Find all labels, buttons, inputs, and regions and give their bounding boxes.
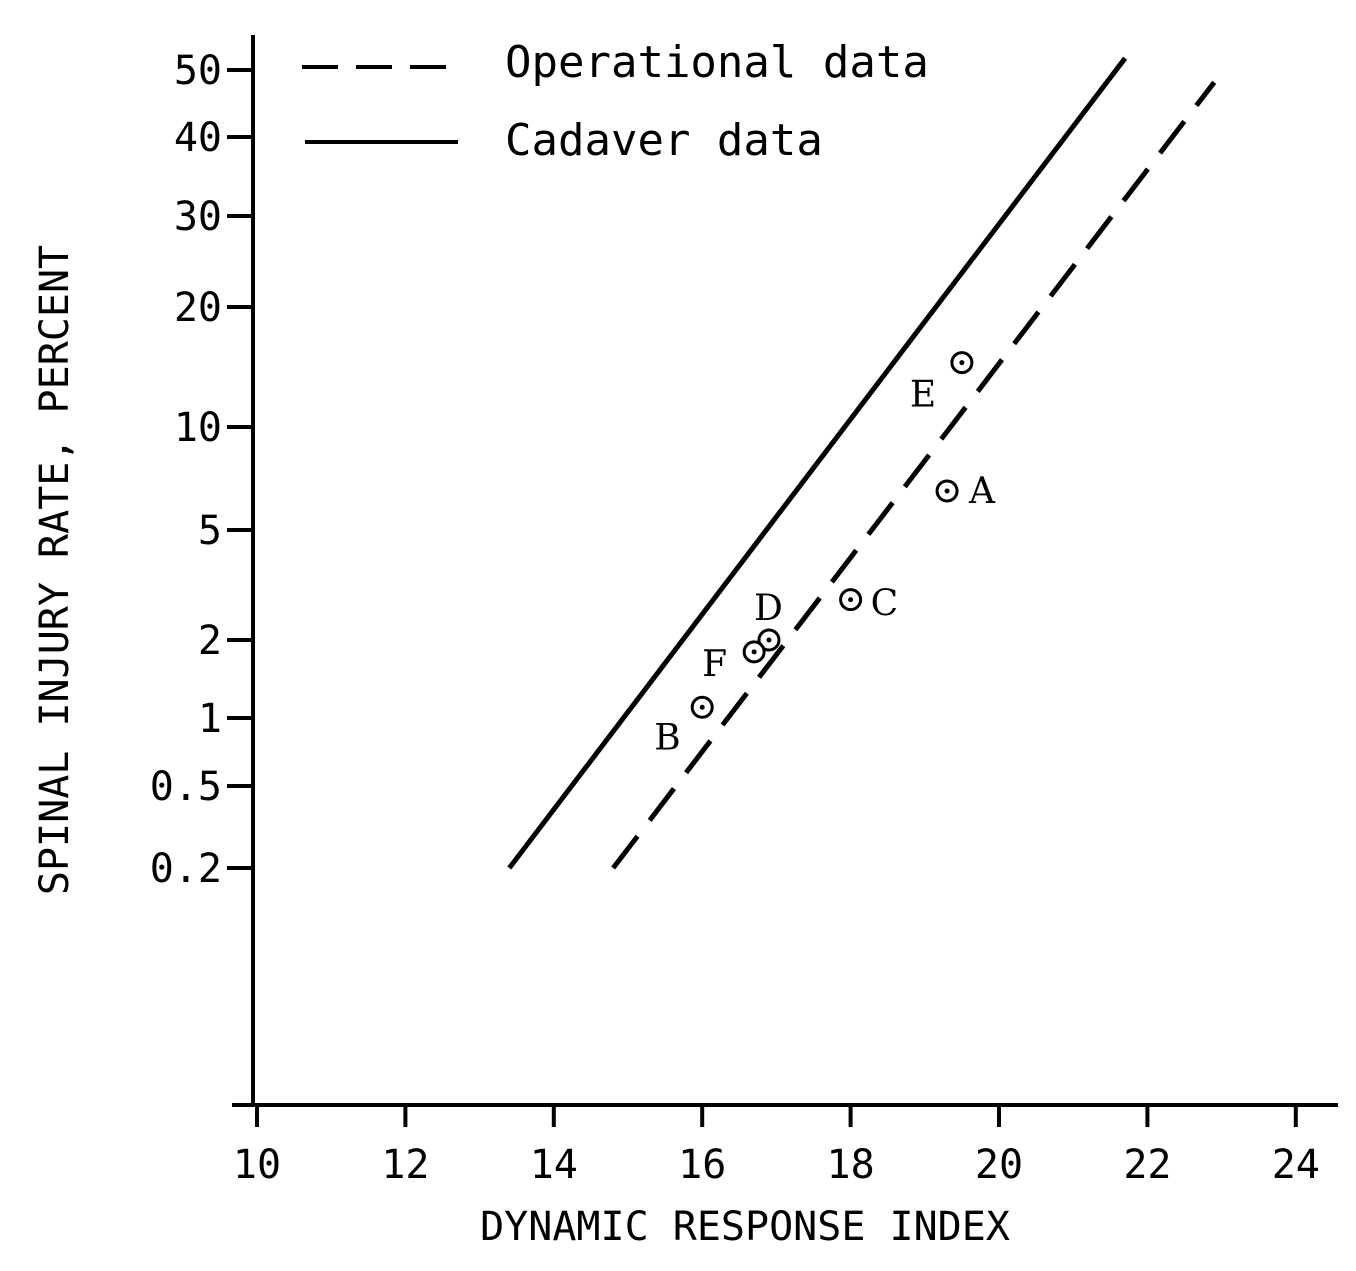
point-marker-dot: [959, 360, 965, 366]
legend: Operational data Cadaver data: [302, 37, 929, 166]
point-label: D: [754, 588, 783, 629]
y-axis-title: SPINAL INJURY RATE, PERCENT: [32, 245, 78, 895]
x-tick-label: 14: [530, 1142, 578, 1188]
y-tick-label: 5: [198, 508, 222, 554]
x-tick-label: 24: [1272, 1142, 1320, 1188]
legend-label-cadaver: Cadaver data: [505, 115, 823, 166]
point-marker-dot: [766, 637, 772, 643]
y-tick-label: 50: [174, 48, 222, 94]
x-tick-label: 22: [1123, 1142, 1171, 1188]
x-tick-label: 16: [678, 1142, 726, 1188]
x-tick-label: 12: [381, 1142, 429, 1188]
point-label: E: [910, 375, 936, 416]
x-tick-label: 10: [233, 1142, 281, 1188]
x-tick-label: 20: [975, 1142, 1023, 1188]
point-marker-dot: [751, 649, 757, 655]
x-tick-label: 18: [827, 1142, 875, 1188]
y-tick-label: 20: [174, 285, 222, 331]
x-axis-title: DYNAMIC RESPONSE INDEX: [480, 1204, 1010, 1250]
y-tick-group: 0.2 0.5 1 2 5 10 20 30 40 50: [150, 48, 253, 892]
series-line-operational: [611, 80, 1217, 870]
points-layer: A B C D E F: [654, 351, 996, 758]
y-tick-label: 0.2: [150, 846, 222, 892]
y-tick-label: 30: [174, 194, 222, 240]
y-tick-label: 0.5: [150, 764, 222, 810]
x-tick-group: 10 12 14 16 18 20 22 24: [233, 1105, 1320, 1188]
y-tick-label: 40: [174, 115, 222, 161]
series-line-cadaver: [507, 56, 1128, 870]
point-marker-dot: [944, 488, 950, 494]
point-label: A: [968, 471, 996, 512]
y-tick-label: 1: [198, 696, 222, 742]
point-marker-dot: [699, 704, 705, 710]
legend-label-operational: Operational data: [505, 37, 929, 88]
point-label: C: [871, 584, 899, 625]
point-label: F: [702, 644, 727, 685]
y-tick-label: 10: [174, 405, 222, 451]
y-tick-label: 2: [198, 618, 222, 664]
series-layer: [507, 56, 1217, 870]
point-label: B: [654, 717, 680, 758]
point-marker-dot: [848, 597, 854, 603]
